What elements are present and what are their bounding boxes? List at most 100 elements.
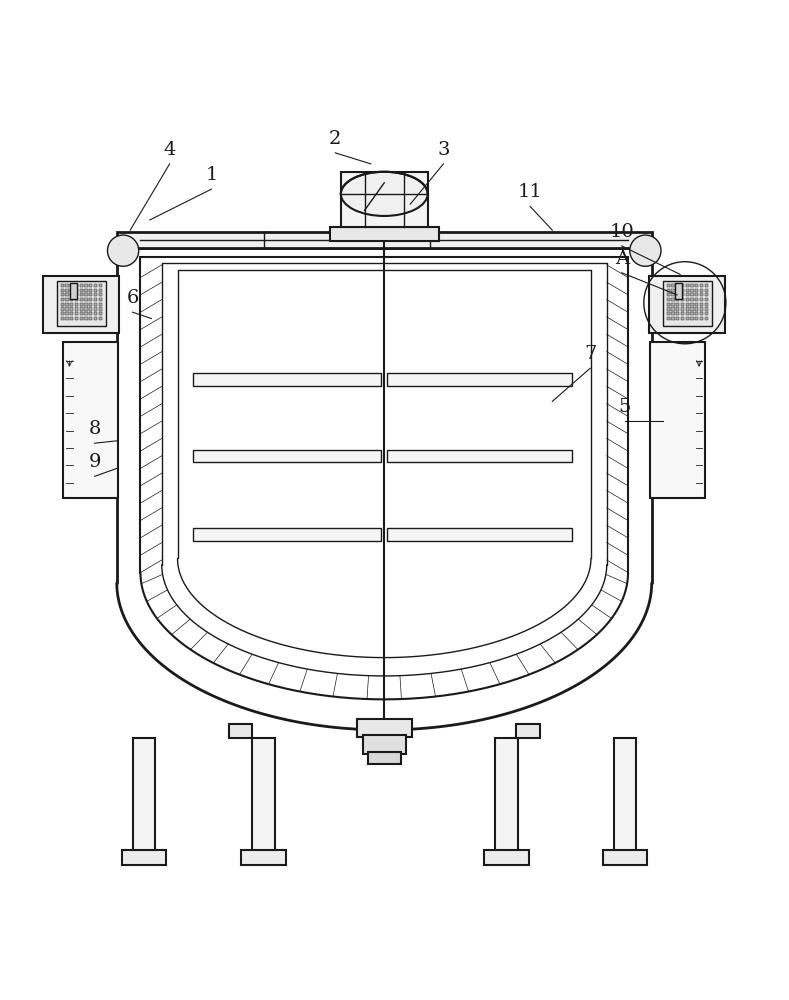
Bar xyxy=(99,293,102,296)
Bar xyxy=(63,342,118,498)
Bar xyxy=(484,850,529,865)
Bar xyxy=(117,232,652,248)
Bar xyxy=(681,284,684,287)
Bar xyxy=(667,298,670,301)
Bar xyxy=(676,289,679,292)
Bar xyxy=(61,289,64,292)
Bar xyxy=(80,303,83,306)
Bar xyxy=(705,303,708,306)
Bar xyxy=(70,303,73,306)
Bar xyxy=(667,312,670,315)
Bar xyxy=(193,373,381,386)
Text: 10: 10 xyxy=(609,223,634,241)
Bar xyxy=(686,289,689,292)
Bar xyxy=(94,303,97,306)
Bar xyxy=(686,307,689,311)
Bar xyxy=(700,317,703,320)
Bar xyxy=(89,298,92,301)
Bar xyxy=(690,317,694,320)
Text: 2: 2 xyxy=(329,130,342,148)
Bar xyxy=(695,293,698,296)
Bar xyxy=(89,284,92,287)
Bar xyxy=(80,298,83,301)
Bar xyxy=(695,317,698,320)
Bar xyxy=(99,289,102,292)
Bar xyxy=(193,450,381,462)
Bar xyxy=(614,738,636,855)
Bar xyxy=(57,281,106,326)
Bar xyxy=(84,289,88,292)
Bar xyxy=(252,738,275,855)
Bar xyxy=(681,293,684,296)
Bar xyxy=(61,307,64,311)
Bar xyxy=(368,752,401,764)
Bar xyxy=(80,307,83,311)
Circle shape xyxy=(107,235,139,266)
Bar xyxy=(80,293,83,296)
Bar xyxy=(357,719,412,737)
Bar xyxy=(686,312,689,315)
Bar xyxy=(363,735,406,754)
Bar xyxy=(681,298,684,301)
Bar xyxy=(75,303,78,306)
Bar xyxy=(94,307,97,311)
Bar xyxy=(705,312,708,315)
Bar xyxy=(94,312,97,315)
Bar xyxy=(80,317,83,320)
Bar xyxy=(89,289,92,292)
Bar xyxy=(667,303,670,306)
Bar xyxy=(695,303,698,306)
Ellipse shape xyxy=(341,172,428,216)
Bar xyxy=(122,850,166,865)
Bar xyxy=(99,307,102,311)
Bar xyxy=(75,307,78,311)
Bar xyxy=(387,373,572,386)
Bar xyxy=(65,284,69,287)
Bar xyxy=(65,312,69,315)
Bar xyxy=(80,284,83,287)
Bar xyxy=(700,307,703,311)
Bar xyxy=(89,312,92,315)
Bar xyxy=(61,303,64,306)
Bar xyxy=(686,284,689,287)
Bar xyxy=(695,289,698,292)
Bar xyxy=(700,293,703,296)
Bar xyxy=(705,298,708,301)
Circle shape xyxy=(630,235,661,266)
Bar xyxy=(341,172,428,227)
Bar xyxy=(89,307,92,311)
Bar xyxy=(690,289,694,292)
Bar xyxy=(700,289,703,292)
Bar xyxy=(667,307,670,311)
Bar xyxy=(676,307,679,311)
Bar xyxy=(705,289,708,292)
Bar xyxy=(229,724,252,738)
Bar xyxy=(75,284,78,287)
Bar xyxy=(686,298,689,301)
Bar xyxy=(671,293,675,296)
Bar xyxy=(70,307,73,311)
Bar xyxy=(387,528,572,541)
Bar xyxy=(75,312,78,315)
Bar xyxy=(80,312,83,315)
Bar xyxy=(671,307,675,311)
Bar xyxy=(695,312,698,315)
Bar xyxy=(649,276,725,333)
Bar xyxy=(84,303,88,306)
Text: 11: 11 xyxy=(518,183,543,201)
Bar xyxy=(671,284,675,287)
Bar xyxy=(65,293,69,296)
Bar xyxy=(516,724,540,738)
Bar xyxy=(84,284,88,287)
Text: 7: 7 xyxy=(584,345,596,363)
Bar xyxy=(700,303,703,306)
Bar xyxy=(690,312,694,315)
Bar xyxy=(89,317,92,320)
Bar xyxy=(676,293,679,296)
Bar xyxy=(84,298,88,301)
Bar xyxy=(667,317,670,320)
Bar xyxy=(705,293,708,296)
Bar xyxy=(70,289,73,292)
Bar xyxy=(89,303,92,306)
Bar xyxy=(80,289,83,292)
